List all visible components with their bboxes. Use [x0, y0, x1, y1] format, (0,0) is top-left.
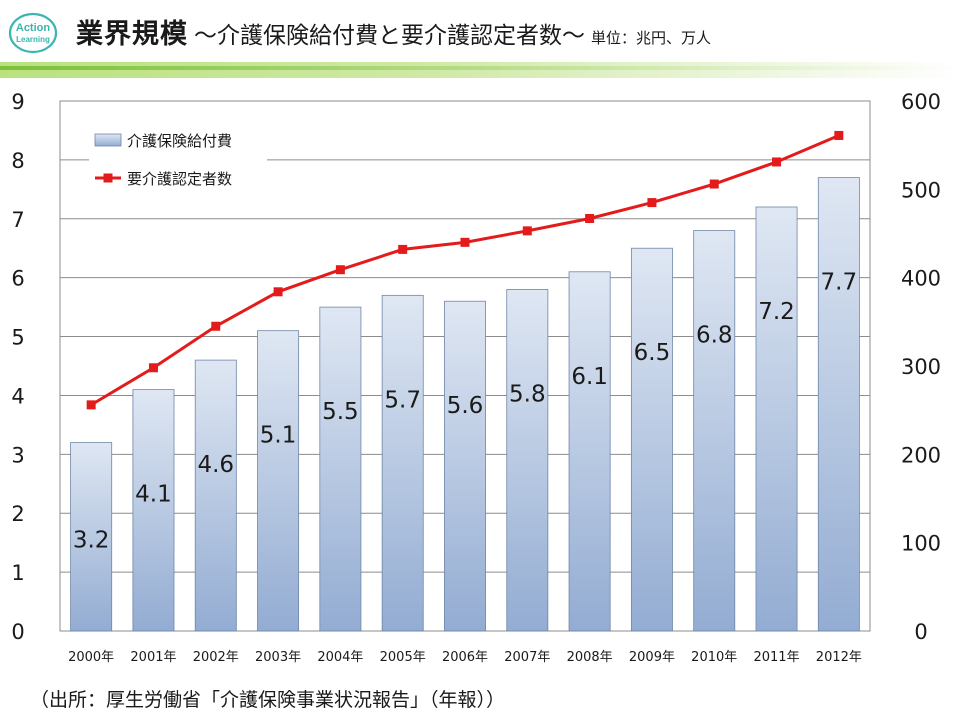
bar-data-label: 4.6: [197, 452, 234, 478]
line-point: [772, 157, 782, 167]
line-point: [834, 130, 844, 140]
header-rule: [0, 62, 960, 78]
title-main: 業界規模: [76, 19, 188, 50]
bar: [194, 359, 237, 632]
y-right-tick-label: 300: [901, 355, 941, 379]
y-right-tick-label: 200: [901, 443, 941, 467]
x-tick-label: 2003年: [255, 650, 301, 665]
legend-swatch-marker: [103, 173, 113, 183]
line-point: [585, 213, 595, 223]
x-tick-label: 2010年: [691, 650, 737, 665]
logo-ring: [8, 12, 58, 54]
y-left-tick-label: 4: [11, 384, 24, 408]
chart-area: 3.24.14.65.15.5 5.7 5.6 5.86.16.56.87.27.7 …: [11, 90, 941, 665]
header-rule-accent: [0, 66, 960, 70]
y-left-tick-label: 9: [11, 90, 24, 114]
bar-series: [70, 177, 860, 632]
bar-data-label: 6.5: [634, 340, 671, 366]
title-unit: 単位：兆円、万人: [591, 29, 712, 47]
legend-background: [89, 120, 267, 194]
bar-data-label: 7.2: [758, 299, 795, 325]
bar-data-label: 6.1: [571, 364, 608, 390]
y-right-tick-label: 0: [914, 620, 927, 644]
bar: [693, 230, 736, 632]
bar: [630, 247, 673, 632]
bar: [506, 289, 549, 632]
y-right-tick-label: 600: [901, 90, 941, 114]
line-point: [211, 321, 221, 331]
bar-data-label: 4.1: [135, 482, 172, 508]
x-axis: 2000年 2001年 2002年 2003年 2004年 2005年 2006年 2007年…: [68, 650, 862, 665]
x-tick-label: 2008年: [567, 650, 613, 665]
x-tick-label: 2001年: [130, 650, 176, 665]
y-left-tick-label: 2: [11, 502, 24, 526]
logo-text-action: Action: [16, 22, 51, 34]
bar-data-label: 7.7: [821, 270, 858, 296]
legend-label-bar: 介護保険給付費: [127, 132, 232, 150]
line-point: [335, 265, 345, 275]
bar: [444, 300, 486, 632]
bar: [257, 330, 300, 632]
line-point: [273, 287, 283, 297]
bar-data-label: 5.6: [447, 393, 484, 419]
y-left-tick-label: 5: [11, 326, 24, 350]
source-footnote: （出所：厚生労働省「介護保険事業状況報告」（年報））: [30, 689, 506, 711]
legend-swatch-bar: [94, 133, 122, 147]
bar-data-label: 3.2: [73, 528, 110, 554]
x-tick-label: 2000年: [68, 650, 114, 665]
x-tick-label: 2006年: [442, 650, 488, 665]
y-left-tick-label: 1: [11, 561, 24, 585]
title-subtitle: ～介護保険給付費と要介護認定者数～: [194, 23, 585, 49]
x-tick-label: 2011年: [753, 650, 799, 665]
line-point: [398, 244, 408, 254]
line-point: [460, 237, 470, 247]
y-right-tick-label: 500: [901, 178, 941, 202]
line-series: [86, 130, 844, 410]
bar-data-labels: 3.2 4.1 4.6 5.1 5.5 5.7 5.6 5.8 6.1 6.5 6.8 7.2 7.7: [73, 270, 857, 554]
bar: [319, 306, 362, 632]
y-left-tick-label: 8: [11, 149, 24, 173]
page-title: 業界規模 ～介護保険給付費と要介護認定者数～ 単位：兆円、万人: [76, 12, 711, 51]
bar-data-label: 5.7: [384, 387, 421, 413]
bar: [568, 271, 611, 632]
logo-badge-icon: Action Learning: [8, 12, 58, 54]
bar-data-label: 5.1: [260, 423, 297, 449]
logo-text-learning: Learning: [16, 35, 50, 44]
x-tick-label: 2004年: [317, 650, 363, 665]
bar: [381, 294, 424, 632]
legend-label-line: 要介護認定者数: [127, 170, 232, 188]
line-point: [86, 400, 96, 410]
x-tick-label: 2012年: [816, 650, 862, 665]
action-learning-logo: Action Learning: [8, 12, 58, 54]
bar: [132, 389, 175, 632]
bar-data-label: 6.8: [696, 323, 733, 349]
x-tick-label: 2005年: [380, 650, 426, 665]
y-left-tick-label: 3: [11, 443, 24, 467]
x-tick-label: 2002年: [193, 650, 239, 665]
bar: [755, 206, 798, 632]
y-right-tick-label: 100: [901, 532, 941, 556]
bar-data-label: 5.5: [322, 399, 359, 425]
y-left-tick-label: 0: [11, 620, 24, 644]
chart-legend: 介護保険給付費 要介護認定者数: [89, 120, 267, 194]
y-axis-left: 0 1 2 3 4 5 6 7 8 9: [11, 90, 24, 644]
y-left-tick-label: 6: [11, 267, 24, 291]
y-left-tick-label: 7: [11, 208, 24, 232]
x-tick-label: 2009年: [629, 650, 675, 665]
y-axis-right: 0 100 200 300 400 500 600: [901, 90, 941, 644]
line-point: [709, 179, 719, 189]
bar: [817, 177, 860, 632]
y-right-tick-label: 400: [901, 267, 941, 291]
line-point: [148, 363, 158, 373]
line-point: [522, 226, 532, 236]
line-point: [647, 198, 657, 208]
bar-data-label: 5.8: [509, 381, 546, 407]
x-tick-label: 2007年: [504, 650, 550, 665]
bar: [70, 442, 113, 632]
